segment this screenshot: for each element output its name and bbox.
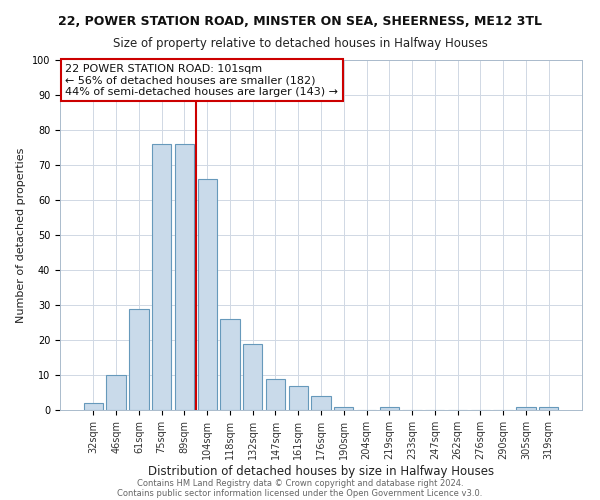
- Bar: [84, 403, 103, 410]
- Bar: [289, 386, 308, 410]
- Bar: [311, 396, 331, 410]
- Bar: [197, 179, 217, 410]
- Bar: [266, 378, 285, 410]
- Bar: [539, 406, 558, 410]
- Text: Contains HM Land Registry data © Crown copyright and database right 2024.: Contains HM Land Registry data © Crown c…: [137, 478, 463, 488]
- Bar: [516, 406, 536, 410]
- Bar: [129, 308, 149, 410]
- Text: Contains public sector information licensed under the Open Government Licence v3: Contains public sector information licen…: [118, 488, 482, 498]
- Text: 22, POWER STATION ROAD, MINSTER ON SEA, SHEERNESS, ME12 3TL: 22, POWER STATION ROAD, MINSTER ON SEA, …: [58, 15, 542, 28]
- Text: 22 POWER STATION ROAD: 101sqm
← 56% of detached houses are smaller (182)
44% of : 22 POWER STATION ROAD: 101sqm ← 56% of d…: [65, 64, 338, 96]
- Bar: [220, 319, 239, 410]
- Bar: [152, 144, 172, 410]
- Bar: [380, 406, 399, 410]
- X-axis label: Distribution of detached houses by size in Halfway Houses: Distribution of detached houses by size …: [148, 464, 494, 477]
- Y-axis label: Number of detached properties: Number of detached properties: [16, 148, 26, 322]
- Bar: [106, 375, 126, 410]
- Text: Size of property relative to detached houses in Halfway Houses: Size of property relative to detached ho…: [113, 38, 487, 51]
- Bar: [243, 344, 262, 410]
- Bar: [334, 406, 353, 410]
- Bar: [175, 144, 194, 410]
